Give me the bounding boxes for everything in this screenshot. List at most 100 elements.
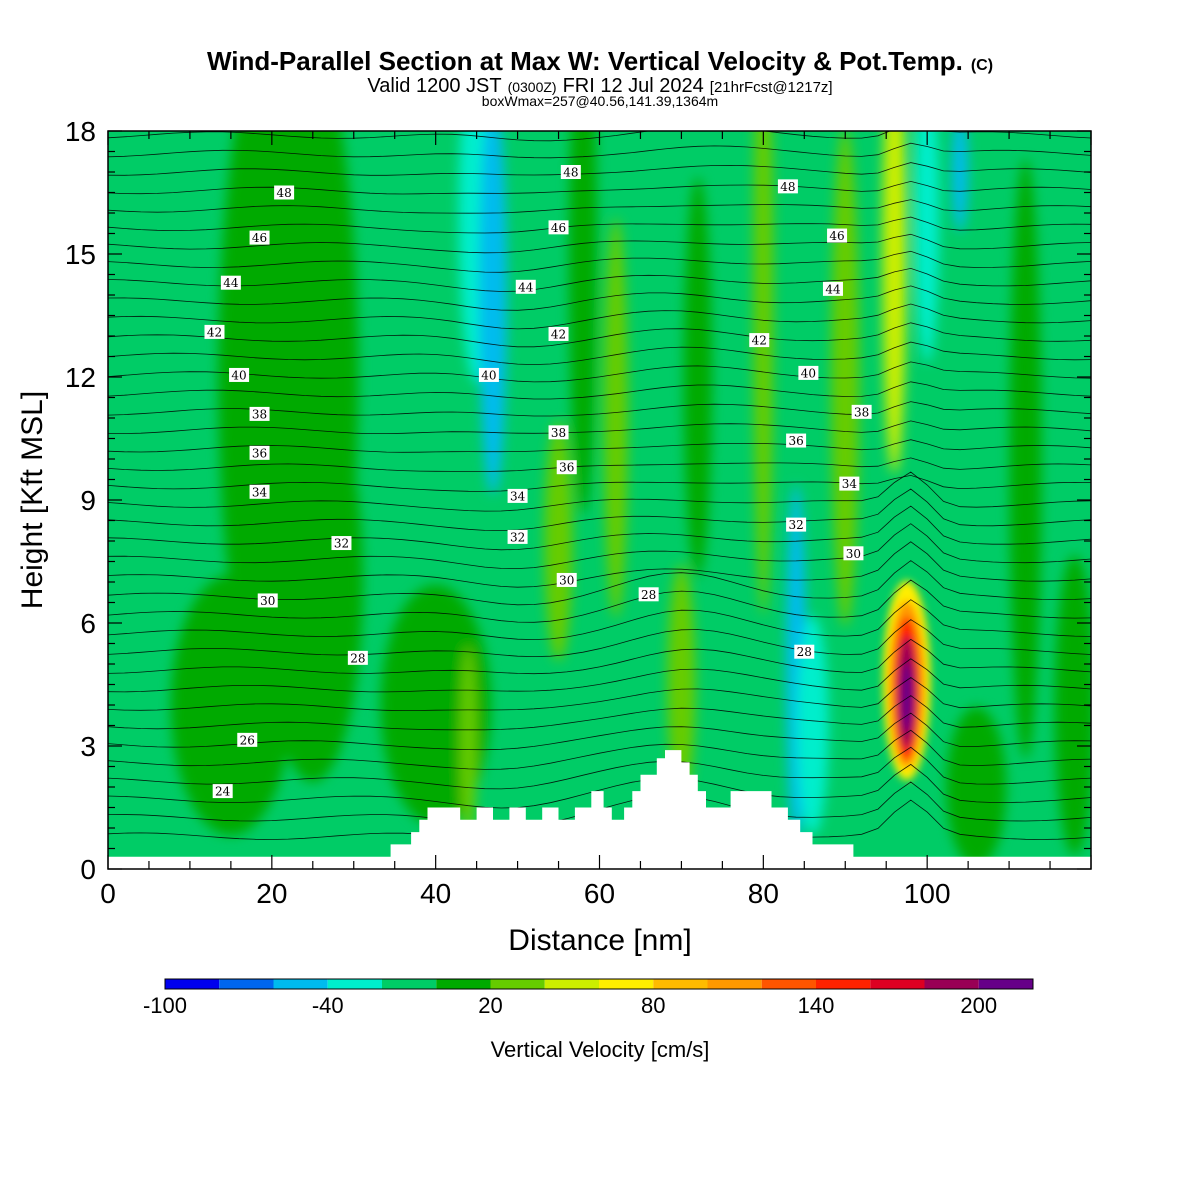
- y-tick-label: 0: [80, 854, 96, 885]
- velocity-field: [170, 131, 1091, 867]
- contour-label-text: 32: [788, 518, 803, 532]
- contour-label: 26: [237, 732, 258, 747]
- colorbar-segment: [273, 979, 328, 989]
- contour-label-text: 24: [215, 785, 231, 799]
- contour-label: 30: [257, 593, 278, 608]
- x-axis-label: Distance [nm]: [508, 924, 691, 957]
- contour-label: 32: [331, 536, 352, 551]
- colorbar-tick-label: -100: [143, 993, 187, 1018]
- contour-label: 42: [749, 333, 770, 348]
- colorbar-segment: [761, 979, 816, 989]
- colorbar-segment: [544, 979, 599, 989]
- contour-label-text: 46: [252, 231, 267, 245]
- contour-label-text: 38: [854, 405, 869, 419]
- colorbar-segment: [327, 979, 382, 989]
- contour-label: 32: [786, 517, 807, 532]
- contour-label: 36: [556, 460, 577, 475]
- copyright-mark: (C): [971, 57, 993, 74]
- contour-label: 46: [249, 230, 270, 245]
- contour-label: 24: [212, 784, 233, 799]
- contour-label: 38: [249, 406, 270, 421]
- contour-label: 28: [638, 587, 659, 602]
- chart-subtitle: Valid 1200 JST (0300Z) FRI 12 Jul 2024 [21h…: [367, 75, 832, 97]
- contour-label: 34: [839, 476, 860, 491]
- x-tick-label: 0: [100, 878, 116, 909]
- y-tick-label: 3: [80, 731, 96, 762]
- contour-label-text: 32: [334, 537, 349, 551]
- contour-label: 44: [515, 279, 536, 294]
- contour-label-text: 36: [252, 446, 267, 460]
- contour-label-text: 26: [240, 733, 255, 747]
- contour-label: 48: [560, 165, 581, 180]
- contour-label-text: 34: [510, 489, 526, 503]
- y-tick-label: 18: [65, 116, 96, 147]
- x-tick-label: 40: [420, 878, 451, 909]
- contour-label: 38: [548, 425, 569, 440]
- contour-label: 30: [843, 546, 864, 561]
- contour-label-text: 36: [559, 461, 574, 475]
- contour-label: 36: [249, 445, 270, 460]
- theta-contour-labels: 48 46 44 42 40 38 36 34 32 30 28 26 24 48 46 44 42 40 38 36…: [204, 165, 872, 799]
- colorbar-segment: [816, 979, 871, 989]
- contour-label-text: 48: [276, 186, 291, 200]
- contour-label-text: 46: [829, 229, 844, 243]
- colorbar-segment: [490, 979, 545, 989]
- colorbar-tick-label: -40: [312, 993, 344, 1018]
- contour-label-text: 30: [260, 594, 275, 608]
- y-tick-label: 12: [65, 362, 96, 393]
- contour-label-text: 44: [825, 282, 841, 296]
- contour-label: 36: [786, 433, 807, 448]
- colorbar-segment: [924, 979, 979, 989]
- contour-label-text: 38: [252, 407, 267, 421]
- box-wmax-info: boxWmax=257@40.56,141.39,1364m: [482, 93, 718, 109]
- contour-label-text: 40: [231, 368, 246, 382]
- x-tick-label: 60: [584, 878, 615, 909]
- contour-label: 40: [229, 367, 250, 382]
- y-tick-label: 15: [65, 239, 96, 270]
- y-axis-label: Height [Kft MSL]: [16, 391, 49, 609]
- colorbar-tick-label: 80: [641, 993, 665, 1018]
- contour-label: 48: [274, 185, 295, 200]
- x-tick-label: 80: [748, 878, 779, 909]
- y-tick-label: 6: [80, 608, 96, 639]
- terrain-mask: [108, 750, 1091, 869]
- contour-label-text: 42: [207, 325, 222, 339]
- colorbar: -100 -40 20 80 140 200: [143, 978, 1034, 1018]
- chart-title-main: Wind-Parallel Section at Max W: Vertical…: [207, 46, 963, 76]
- colorbar-tick-label: 140: [798, 993, 835, 1018]
- contour-label: 40: [798, 365, 819, 380]
- contour-label-text: 40: [481, 368, 496, 382]
- contour-label-text: 48: [563, 166, 578, 180]
- colorbar-tick-label: 200: [960, 993, 997, 1018]
- contour-label: 28: [794, 644, 815, 659]
- x-tick-label: 20: [256, 878, 287, 909]
- contour-label: 30: [556, 572, 577, 587]
- colorbar-segment: [382, 979, 437, 989]
- contour-label-text: 48: [780, 180, 795, 194]
- contour-label-text: 44: [518, 280, 534, 294]
- colorbar-segment: [165, 979, 220, 989]
- contour-label-text: 42: [752, 334, 767, 348]
- contour-label-text: 32: [510, 530, 525, 544]
- contour-label: 42: [548, 326, 569, 341]
- y-tick-label: 9: [80, 485, 96, 516]
- contour-label-text: 30: [846, 547, 861, 561]
- colorbar-segment: [599, 979, 654, 989]
- colorbar-label: Vertical Velocity [cm/s]: [491, 1037, 710, 1062]
- theta-contours: [108, 131, 1091, 846]
- colorbar-segment: [219, 979, 274, 989]
- contour-label: 46: [827, 228, 848, 243]
- valid-time: Valid 1200 JST: [367, 75, 501, 97]
- contour-label-text: 34: [252, 485, 268, 499]
- x-tick-label: 100: [904, 878, 951, 909]
- contour-label: 32: [507, 529, 528, 544]
- contour-label: 40: [478, 367, 499, 382]
- contour-label-text: 42: [551, 327, 566, 341]
- contour-label-text: 40: [801, 366, 816, 380]
- contour-label-text: 28: [350, 651, 365, 665]
- contour-label-text: 36: [788, 434, 803, 448]
- contour-label-text: 28: [641, 588, 656, 602]
- contour-label: 46: [548, 220, 569, 235]
